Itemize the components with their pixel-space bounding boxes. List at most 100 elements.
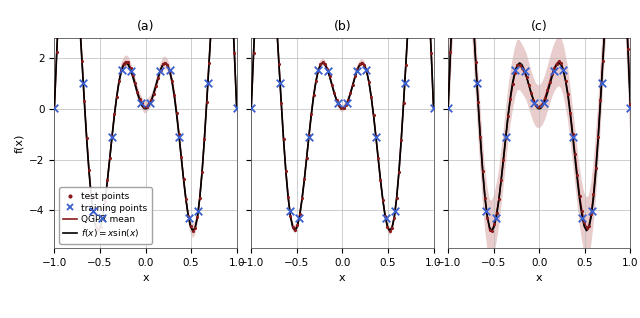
Point: [126, 69, 136, 74]
Point: [195, 196, 205, 201]
Point: [401, 62, 411, 67]
Point: [100, 198, 110, 204]
Point: [600, 19, 610, 24]
Point: [52, 50, 62, 55]
Point: [111, 94, 122, 99]
Point: [350, 74, 360, 79]
Point: [625, 102, 636, 107]
Point: [558, 67, 568, 73]
Point: [387, 226, 397, 231]
Point: [294, 216, 305, 221]
Point: [556, 60, 566, 66]
Point: [484, 227, 495, 232]
Point: [333, 100, 343, 106]
Point: [568, 131, 578, 136]
Point: [109, 112, 120, 117]
Point: [105, 156, 115, 161]
Point: [487, 228, 497, 233]
Point: [392, 196, 402, 201]
Point: [357, 60, 367, 65]
Point: [378, 197, 388, 202]
Point: [526, 90, 536, 95]
Point: [285, 208, 295, 213]
Point: [371, 134, 381, 139]
Point: [500, 135, 511, 141]
Point: [197, 169, 207, 174]
Point: [476, 135, 486, 140]
Point: [98, 214, 108, 219]
Point: [625, 105, 636, 110]
Point: [389, 215, 399, 220]
Legend: test points, training points, QGPR mean, $f(x) = x\sin(x)$: test points, training points, QGPR mean,…: [59, 187, 152, 244]
Point: [148, 92, 159, 97]
Point: [596, 80, 607, 85]
Point: [586, 212, 596, 217]
Point: [512, 63, 522, 68]
Point: [352, 66, 362, 72]
Point: [545, 80, 555, 85]
Point: [399, 80, 410, 85]
Point: [199, 136, 209, 141]
Point: [380, 216, 390, 221]
Point: [174, 131, 184, 136]
Point: [428, 105, 438, 110]
Point: [128, 72, 138, 77]
Point: [533, 104, 543, 109]
Point: [359, 62, 369, 67]
Point: [172, 110, 182, 115]
Point: [229, 50, 239, 55]
Point: [565, 111, 575, 116]
Point: [132, 89, 143, 94]
Point: [294, 212, 305, 217]
Point: [308, 93, 319, 98]
Point: [491, 216, 501, 221]
Point: [447, 2, 458, 7]
Point: [510, 70, 520, 75]
Point: [390, 208, 400, 213]
Point: [145, 100, 156, 106]
Point: [351, 69, 362, 74]
Point: [301, 155, 312, 160]
Point: [188, 229, 198, 234]
Point: [496, 177, 506, 182]
Point: [346, 91, 356, 96]
Point: [587, 208, 597, 213]
Point: [570, 151, 580, 156]
Title: (c): (c): [531, 20, 548, 33]
Point: [183, 213, 193, 218]
Point: [88, 213, 99, 218]
Point: [146, 98, 156, 103]
Point: [503, 114, 513, 119]
Point: [515, 62, 525, 67]
Point: [361, 68, 371, 73]
Point: [508, 82, 518, 87]
Point: [79, 98, 90, 103]
Y-axis label: f(x): f(x): [13, 134, 24, 153]
Point: [49, 105, 60, 110]
Point: [123, 60, 133, 65]
Point: [362, 69, 372, 74]
Point: [477, 169, 488, 174]
Point: [116, 68, 127, 73]
Point: [137, 101, 147, 106]
Point: [86, 194, 97, 199]
Point: [141, 104, 152, 109]
Point: [304, 135, 314, 140]
Point: [470, 59, 481, 65]
Point: [623, 46, 633, 51]
Point: [375, 177, 385, 183]
Point: [246, 105, 257, 110]
Point: [203, 80, 213, 85]
Point: [248, 50, 259, 55]
Point: [371, 135, 381, 140]
Point: [88, 208, 98, 213]
Point: [519, 70, 529, 75]
Point: [595, 97, 605, 102]
Point: [275, 80, 285, 85]
Point: [529, 100, 540, 106]
Point: [304, 133, 314, 138]
Point: [529, 97, 539, 102]
Point: [558, 68, 568, 73]
Point: [93, 228, 103, 233]
Point: [297, 196, 307, 201]
